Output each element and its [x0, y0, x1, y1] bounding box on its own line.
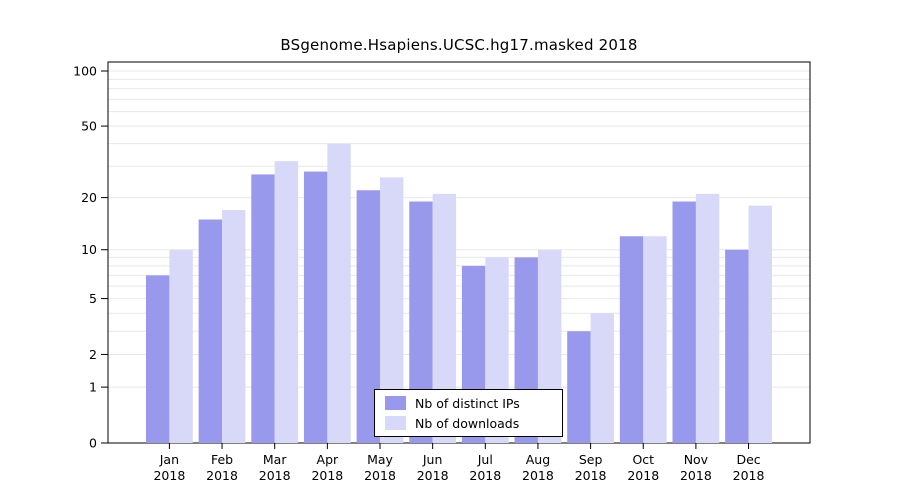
x-axis-tick-label-year: 2018: [311, 468, 343, 483]
x-axis-tick-label-month: Feb: [211, 452, 233, 467]
x-axis-tick-label-year: 2018: [364, 468, 396, 483]
bar-downloads: [695, 193, 720, 443]
x-axis-tick-label-year: 2018: [522, 468, 554, 483]
bar-downloads: [432, 193, 457, 443]
y-axis-tick-label: 1: [89, 380, 97, 395]
bar-distinct-ips: [409, 201, 433, 443]
bar-downloads: [274, 161, 299, 444]
legend-label-downloads: Nb of downloads: [415, 415, 520, 431]
bar-distinct-ips: [251, 174, 275, 444]
x-axis-tick-label-year: 2018: [417, 468, 449, 483]
legend-swatch-distinct-ips: [385, 396, 406, 410]
x-axis-tick-label-month: Aug: [526, 452, 550, 467]
x-axis-tick-label-year: 2018: [627, 468, 659, 483]
x-axis-tick-label-month: Dec: [736, 452, 760, 467]
x-axis-tick-label-month: Apr: [317, 452, 339, 467]
bar-distinct-ips: [356, 190, 380, 443]
legend: Nb of distinct IPs Nb of downloads: [374, 389, 563, 437]
y-axis-tick-label: 2: [89, 347, 97, 362]
x-axis-tick-label-month: Oct: [632, 452, 654, 467]
bar-distinct-ips: [672, 201, 696, 443]
y-axis-tick-label: 100: [73, 64, 97, 79]
bar-distinct-ips: [303, 171, 328, 443]
x-axis-tick-label-year: 2018: [259, 468, 291, 483]
x-axis-tick-label-month: Jan: [159, 452, 179, 467]
bar-downloads: [590, 313, 614, 443]
chart-title: BSgenome.Hsapiens.UCSC.hg17.masked 2018: [280, 36, 638, 54]
x-axis-tick-label-year: 2018: [575, 468, 607, 483]
x-axis-tick-label-month: May: [367, 452, 393, 467]
x-axis-tick-label-year: 2018: [153, 468, 185, 483]
bar-downloads: [327, 143, 351, 444]
x-axis-tick-label-month: Mar: [263, 452, 287, 467]
x-axis-tick-label-year: 2018: [680, 468, 712, 483]
plot-border: [107, 61, 811, 444]
x-axis-tick-label-year: 2018: [206, 468, 238, 483]
x-axis-tick-label-year: 2018: [733, 468, 765, 483]
y-axis-tick-label: 5: [89, 291, 97, 306]
y-axis-tick-label: 50: [81, 119, 97, 134]
y-axis-tick-label: 0: [89, 436, 97, 451]
y-axis-tick-label: 10: [81, 242, 97, 257]
legend-label-distinct-ips: Nb of distinct IPs: [415, 395, 520, 411]
bar-downloads: [380, 177, 404, 444]
legend-entry-downloads: Nb of downloads: [385, 414, 554, 432]
bar-downloads: [222, 210, 246, 443]
legend-entry-distinct-ips: Nb of distinct IPs: [385, 394, 554, 412]
bar-distinct-ips: [198, 219, 223, 443]
bar-distinct-ips: [146, 275, 170, 443]
x-axis-tick-label-month: Jul: [477, 452, 493, 467]
legend-swatch-downloads: [385, 416, 406, 430]
x-axis-tick-label-year: 2018: [469, 468, 501, 483]
bar-downloads: [169, 249, 193, 443]
x-axis-tick-label-month: Jun: [422, 452, 443, 467]
x-axis-tick-label-month: Sep: [579, 452, 603, 467]
bar-distinct-ips: [567, 331, 591, 443]
bar-distinct-ips: [619, 236, 644, 443]
x-axis-tick-label-month: Nov: [684, 452, 709, 467]
bar-downloads: [643, 236, 667, 443]
y-axis-tick-label: 20: [81, 190, 97, 205]
bar-downloads: [748, 205, 772, 443]
bar-distinct-ips: [725, 249, 749, 443]
